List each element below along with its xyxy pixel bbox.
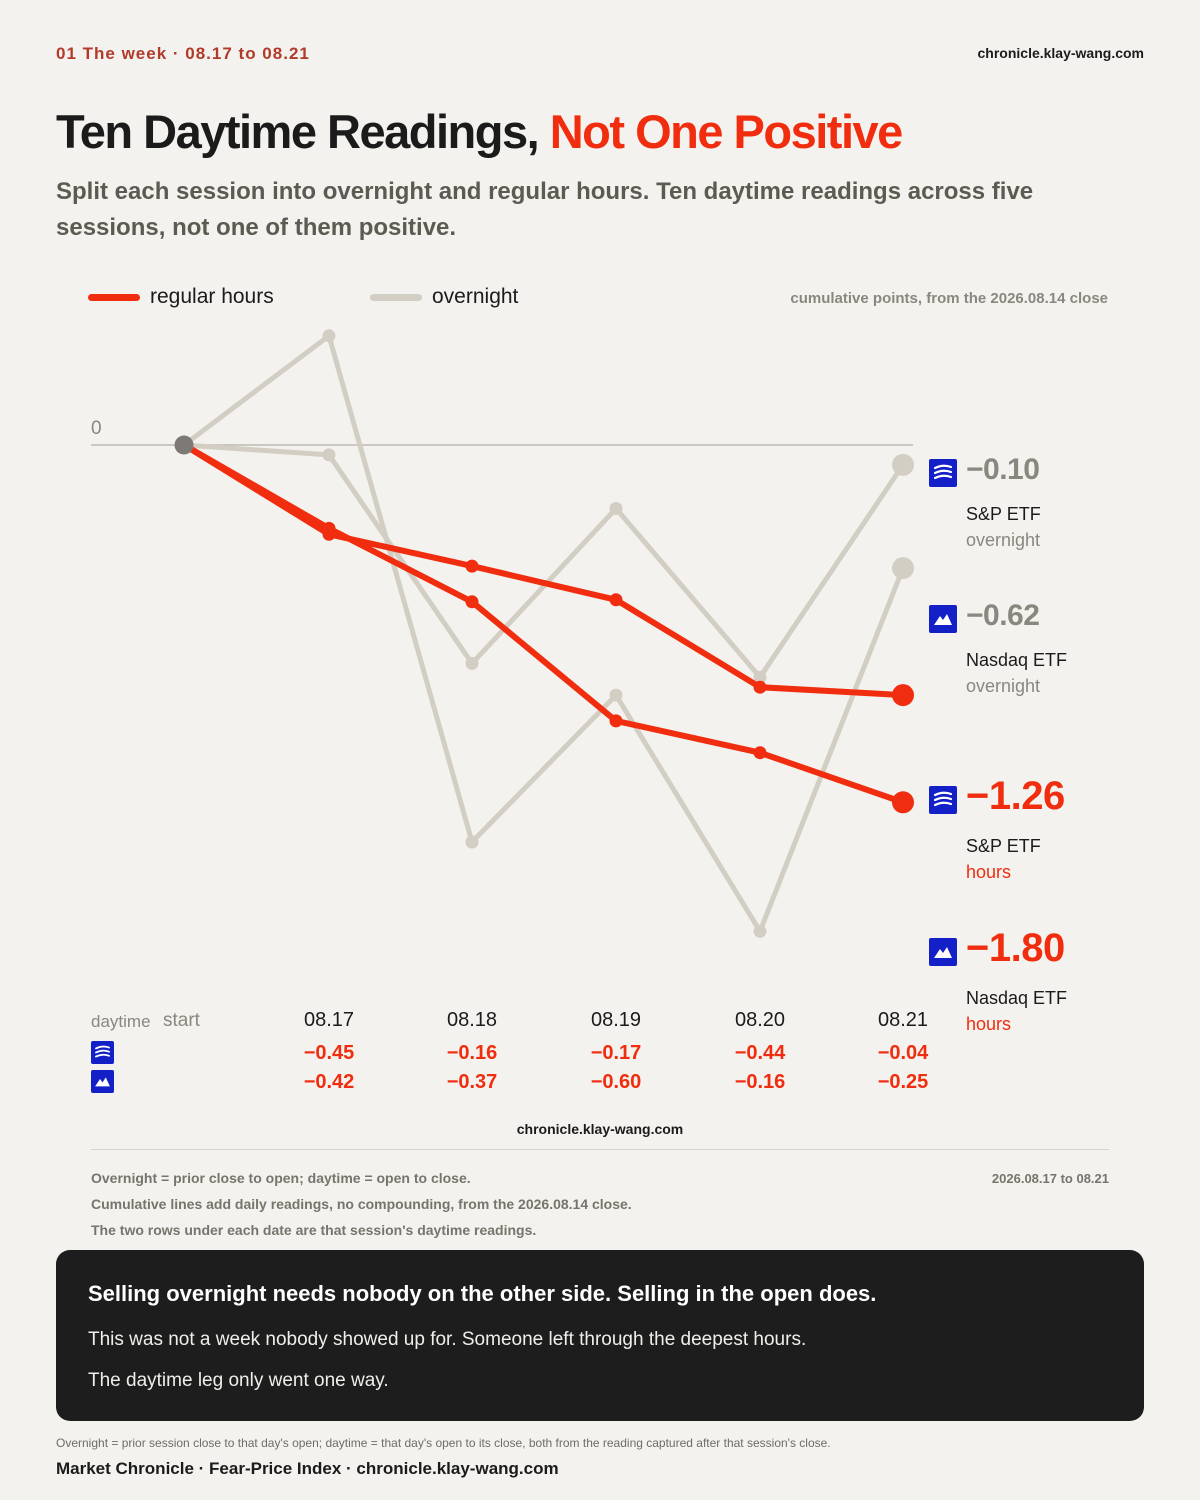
data-point-s-p-etf-overnight-0818 <box>465 656 479 670</box>
callout-line-1: This was not a week nobody showed up for… <box>88 1329 807 1350</box>
notes-date-range: 2026.08.17 to 08.21 <box>991 1171 1109 1186</box>
data-point-nasdaq-etf-hours-0820 <box>753 746 767 760</box>
legend-overnight-swatch <box>370 293 422 301</box>
line-chart: 0 <box>91 329 914 938</box>
annotation-sp-hours-value: −1.26 <box>966 774 1065 818</box>
annotation-sp-overnight-sub: overnight <box>966 530 1041 550</box>
footer-note: Overnight = prior session close to that … <box>56 1436 831 1450</box>
method-note-1: Overnight = prior close to open; daytime… <box>91 1170 471 1186</box>
nasdaq-logo-icon <box>929 938 957 966</box>
chart-site-link[interactable]: chronicle.klay-wang.com <box>516 1121 684 1137</box>
method-note-3: The two rows under each date are that se… <box>91 1222 537 1238</box>
data-point-s-p-etf-hours-0819 <box>609 593 623 607</box>
callout-box: Selling overnight needs nobody on the ot… <box>56 1250 1144 1421</box>
series-line-nasdaq-etf-hours <box>181 442 906 806</box>
table-cell: −0.42 <box>303 1071 355 1093</box>
data-point-nasdaq-etf-overnight-0820 <box>753 924 767 938</box>
table-cell: −0.16 <box>446 1042 498 1064</box>
legend-regular-label: regular hours <box>150 285 274 308</box>
data-point-nasdaq-etf-hours-0818 <box>465 595 479 609</box>
legend-overnight-label: overnight <box>432 285 519 308</box>
legend-regular: regular hours <box>88 285 274 309</box>
data-point-s-p-etf-hours-0821 <box>892 684 914 707</box>
footer-brand: Market Chronicle · Fear-Price Index · ch… <box>56 1459 559 1478</box>
table-date-0817: 08.17 <box>303 1009 355 1031</box>
table-daytime-label: daytime <box>91 1012 151 1031</box>
callout-line-2: The daytime leg only went one way. <box>88 1370 389 1391</box>
series-line-s-p-etf-overnight <box>181 442 906 680</box>
table-date-0820: 08.20 <box>734 1009 786 1031</box>
section-kicker: 01 The week · 08.17 to 08.21 <box>56 44 310 63</box>
annotation-nasdaq-overnight-value: −0.62 <box>966 599 1040 632</box>
data-point-s-p-etf-overnight-0819 <box>609 502 623 515</box>
start-point <box>174 435 194 455</box>
table-cell: −0.17 <box>590 1042 642 1064</box>
table-start-label: start <box>163 1010 200 1031</box>
legend-overnight: overnight <box>370 285 518 309</box>
table-cell: −0.44 <box>734 1042 786 1064</box>
data-point-s-p-etf-hours-0818 <box>465 559 479 573</box>
callout-headline: Selling overnight needs nobody on the ot… <box>88 1281 877 1306</box>
data-point-nasdaq-etf-hours-0819 <box>609 714 623 728</box>
table-cell: −0.16 <box>734 1071 786 1093</box>
sp-logo-icon <box>929 786 957 814</box>
annotation-sp-overnight-value: −0.10 <box>966 453 1040 486</box>
table-date-0819: 08.19 <box>590 1009 642 1031</box>
method-note-2: Cumulative lines add daily readings, no … <box>91 1196 632 1212</box>
table-cell: −0.45 <box>303 1042 355 1064</box>
annotation-sp-hours-sub: hours <box>966 862 1012 882</box>
data-point-nasdaq-etf-hours-0817 <box>322 521 336 535</box>
nasdaq-logo-icon <box>929 605 957 633</box>
data-point-s-p-etf-overnight-0820 <box>753 670 767 684</box>
table-date-0821: 08.21 <box>877 1009 929 1031</box>
table-cell: −0.25 <box>877 1071 929 1093</box>
series-line-nasdaq-etf-overnight <box>181 333 906 934</box>
zero-axis-label: 0 <box>91 418 102 439</box>
annotation-nasdaq-overnight-name: Nasdaq ETF <box>966 650 1068 670</box>
annotation-sp-hours-name: S&P ETF <box>966 836 1041 856</box>
sp-logo-icon <box>91 1041 114 1064</box>
table-cell: −0.37 <box>446 1071 498 1093</box>
nasdaq-logo-icon <box>91 1070 114 1093</box>
legend-units-note: cumulative points, from the 2026.08.14 c… <box>790 290 1108 307</box>
legend-regular-swatch <box>88 293 140 301</box>
sp-logo-icon <box>929 459 957 487</box>
site-link-top[interactable]: chronicle.klay-wang.com <box>977 45 1145 61</box>
annotation-nasdaq-hours-sub: hours <box>966 1014 1012 1034</box>
data-point-nasdaq-etf-hours-0821 <box>892 791 914 814</box>
series-line-s-p-etf-hours <box>181 442 906 699</box>
annotation-sp-overnight-name: S&P ETF <box>966 504 1041 524</box>
annotation-nasdaq-hours-value: −1.80 <box>966 926 1065 970</box>
table-cell: −0.60 <box>590 1071 642 1093</box>
table-date-0818: 08.18 <box>446 1009 498 1031</box>
data-point-nasdaq-etf-overnight-0817 <box>322 329 336 343</box>
table-cell: −0.04 <box>877 1042 929 1064</box>
data-point-nasdaq-etf-overnight-0821 <box>892 557 914 580</box>
data-point-nasdaq-etf-overnight-0819 <box>609 688 623 702</box>
page-subtitle: Split each session into overnight and re… <box>56 178 1034 241</box>
series-layer <box>174 329 914 938</box>
data-point-nasdaq-etf-overnight-0818 <box>465 835 479 849</box>
data-point-s-p-etf-hours-0820 <box>753 680 767 694</box>
annotation-nasdaq-hours-name: Nasdaq ETF <box>966 988 1068 1008</box>
annotation-nasdaq-overnight-sub: overnight <box>966 676 1041 696</box>
title-highlight: Not One Positive <box>549 105 904 158</box>
notes-divider <box>91 1149 1109 1150</box>
page-title: Ten Daytime Readings, Not One Positive <box>56 104 904 159</box>
title-main: Ten Daytime Readings, <box>56 105 540 158</box>
data-point-s-p-etf-overnight-0817 <box>322 448 336 462</box>
data-point-s-p-etf-overnight-0821 <box>892 453 914 476</box>
